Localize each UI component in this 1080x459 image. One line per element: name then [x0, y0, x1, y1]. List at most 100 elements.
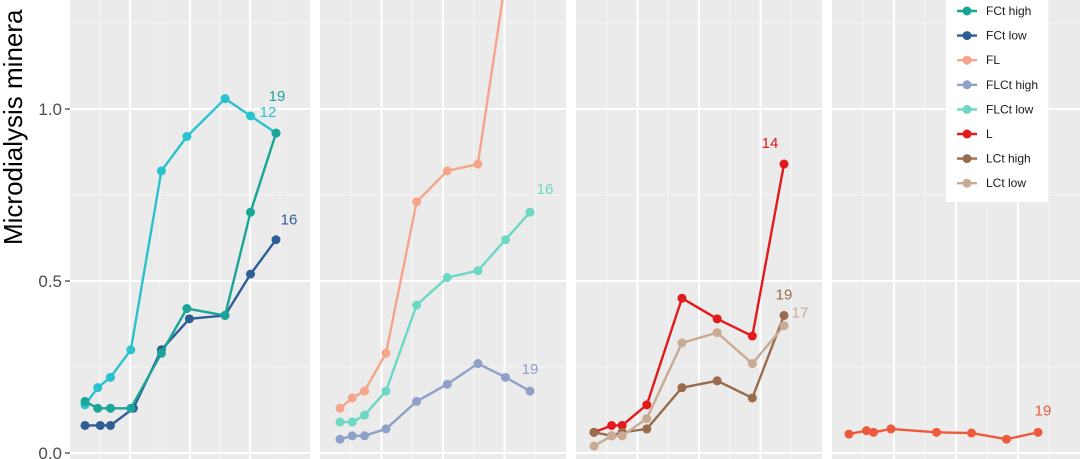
legend-label: L: [986, 127, 993, 141]
data-point: [712, 328, 722, 338]
data-point: [80, 396, 90, 406]
data-point: [246, 269, 256, 279]
series-end-label: 19: [776, 286, 793, 303]
data-point: [617, 420, 627, 430]
data-point: [779, 159, 789, 169]
panel-3: 14 19 17: [576, 0, 822, 459]
data-point: [886, 424, 896, 434]
data-point: [347, 431, 357, 441]
data-point: [607, 431, 617, 441]
legend-item: L: [957, 127, 993, 141]
data-point: [412, 300, 422, 310]
legend-label: LCt high: [986, 152, 1031, 166]
data-point: [184, 314, 194, 324]
data-point: [105, 372, 115, 382]
legend-label: FL: [986, 53, 1000, 67]
data-point: [126, 345, 136, 355]
series-end-label: 16: [537, 181, 554, 198]
legend-item: FLCt high: [957, 78, 1038, 92]
data-point: [677, 383, 687, 393]
legend-key-point: [962, 80, 972, 90]
series-end-label: 14: [762, 135, 779, 152]
data-point: [335, 434, 345, 444]
data-point: [525, 207, 535, 217]
data-point: [105, 403, 115, 413]
series: 19: [335, 359, 538, 444]
legend-label: FLCt high: [986, 78, 1038, 92]
legend-label: FLCt low: [986, 102, 1034, 116]
panel-1: 12 16 19: [70, 0, 310, 459]
data-point: [473, 359, 483, 369]
legend-key-point: [962, 129, 972, 139]
y-axis-label: Microdialysis minera: [0, 9, 28, 245]
series: [335, 0, 504, 413]
data-point: [1002, 434, 1011, 444]
data-point: [93, 403, 103, 413]
data-point: [967, 428, 976, 438]
legend-key-point: [962, 31, 972, 41]
data-point: [617, 431, 627, 441]
data-point: [642, 400, 652, 410]
data-point: [712, 314, 722, 324]
series: 16: [335, 181, 554, 427]
data-point: [642, 414, 652, 424]
data-point: [156, 166, 166, 176]
series-end-label: 12: [260, 104, 277, 121]
panels: 12 16 19 16 19 14 19 17 19: [70, 0, 1080, 459]
data-point: [381, 424, 391, 434]
data-point: [246, 111, 256, 121]
data-point: [412, 396, 422, 406]
legend-key-point: [962, 104, 972, 114]
data-point: [500, 235, 510, 245]
legend-item: FLCt low: [957, 102, 1034, 116]
data-point: [747, 393, 757, 403]
data-point: [381, 386, 391, 396]
data-point: [156, 348, 166, 358]
series-end-label: 16: [281, 212, 298, 229]
data-point: [182, 132, 192, 142]
legend-item: FL: [957, 53, 1000, 67]
data-point: [442, 273, 452, 283]
y-axis-ticks: 0.0 0.5 1.0: [38, 100, 70, 459]
data-point: [747, 331, 757, 341]
data-point: [95, 420, 105, 430]
data-point: [442, 379, 452, 389]
data-point: [712, 376, 722, 386]
legend-key-point: [962, 6, 972, 16]
data-point: [1033, 427, 1043, 437]
y-axis-title: Microdialysis minera: [0, 9, 28, 245]
series: 19: [80, 88, 286, 413]
legend-item: LCt high: [957, 152, 1031, 166]
data-point: [271, 128, 281, 138]
data-point: [80, 420, 90, 430]
y-tick-label: 1.0: [38, 100, 62, 119]
data-point: [677, 293, 687, 303]
data-point: [182, 304, 192, 314]
legend-key-point: [962, 55, 972, 65]
data-point: [442, 166, 452, 176]
data-point: [93, 383, 103, 393]
data-point: [246, 207, 256, 217]
series: 17: [589, 305, 809, 451]
series-end-label: 19: [269, 88, 286, 105]
data-point: [360, 410, 370, 420]
data-point: [525, 386, 535, 396]
data-point: [932, 427, 941, 437]
data-point: [412, 197, 422, 207]
data-point: [271, 235, 281, 245]
legend-item: FCt low: [957, 29, 1027, 43]
data-point: [844, 429, 854, 439]
data-point: [607, 420, 617, 430]
data-point: [381, 348, 391, 358]
y-tick-label: 0.0: [38, 444, 62, 459]
series-end-label: 19: [1035, 402, 1052, 419]
data-point: [500, 372, 510, 382]
data-point: [335, 417, 345, 427]
series-end-label: 17: [792, 305, 809, 322]
data-point: [589, 427, 599, 437]
data-point: [589, 441, 599, 451]
data-point: [779, 321, 789, 331]
data-point: [126, 403, 136, 413]
data-point: [473, 159, 483, 169]
